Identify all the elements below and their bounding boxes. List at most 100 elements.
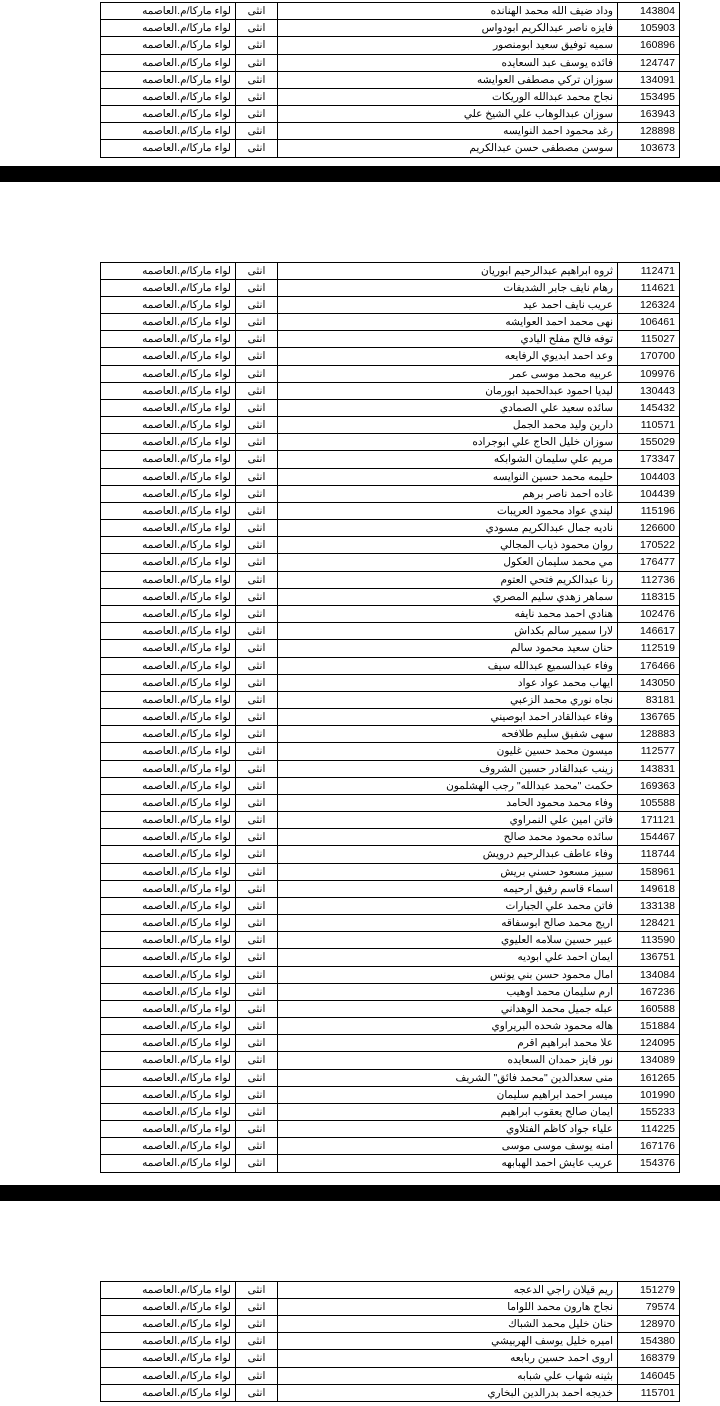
record-id: 158961 — [618, 863, 680, 880]
record-name: خديجه احمد بدرالدين البخاري — [278, 1384, 618, 1401]
record-id: 130443 — [618, 382, 680, 399]
record-location: لواء ماركا/م.العاصمه — [101, 794, 236, 811]
record-location: لواء ماركا/م.العاصمه — [101, 743, 236, 760]
record-id: 160588 — [618, 1000, 680, 1017]
record-gender: انثى — [236, 502, 278, 519]
table-row: 155029سوزان خليل الحاج علي ابوجرادهانثىل… — [101, 434, 680, 451]
table-row: 167176امنه يوسف موسى موسىانثىلواء ماركا/… — [101, 1138, 680, 1155]
record-id: 169363 — [618, 777, 680, 794]
record-name: اسماء قاسم رفيق ارحيمه — [278, 880, 618, 897]
table-row: 158961سبيز مسعود حسني بريشانثىلواء ماركا… — [101, 863, 680, 880]
record-name: وداد ضيف الله محمد الهنانده — [278, 3, 618, 20]
record-id: 161265 — [618, 1069, 680, 1086]
record-location: لواء ماركا/م.العاصمه — [101, 863, 236, 880]
record-id: 167236 — [618, 983, 680, 1000]
record-gender: انثى — [236, 760, 278, 777]
record-location: لواء ماركا/م.العاصمه — [101, 1086, 236, 1103]
record-location: لواء ماركا/م.العاصمه — [101, 537, 236, 554]
table-row: 126600ناديه جمال عبدالكريم مسوديانثىلواء… — [101, 520, 680, 537]
record-id: 134084 — [618, 966, 680, 983]
record-name: امنه يوسف موسى موسى — [278, 1138, 618, 1155]
page-separator — [0, 166, 720, 182]
record-name: رهام نايف جابر الشديفات — [278, 279, 618, 296]
record-gender: انثى — [236, 537, 278, 554]
record-location: لواء ماركا/م.العاصمه — [101, 605, 236, 622]
records-table-1: 143804وداد ضيف الله محمد الهناندهانثىلوا… — [100, 2, 680, 158]
record-gender: انثى — [236, 1316, 278, 1333]
table-row: 128970حنان خليل محمد الشباكانثىلواء مارك… — [101, 1316, 680, 1333]
table-row: 170700وعد احمد ابديوي الرفايعهانثىلواء م… — [101, 348, 680, 365]
record-name: نجاه نوري محمد الزعبي — [278, 691, 618, 708]
table-row: 154467سائده محمود محمد صالحانثىلواء مارك… — [101, 829, 680, 846]
record-location: لواء ماركا/م.العاصمه — [101, 949, 236, 966]
record-location: لواء ماركا/م.العاصمه — [101, 1018, 236, 1035]
record-id: 115027 — [618, 331, 680, 348]
record-name: سهى شفيق سليم طلافحه — [278, 726, 618, 743]
table-row: 112519حنان سعيد محمود سالمانثىلواء ماركا… — [101, 640, 680, 657]
table-row: 153495نجاح محمد عبدالله الوريكاتانثىلواء… — [101, 88, 680, 105]
record-gender: انثى — [236, 1298, 278, 1315]
record-id: 145432 — [618, 399, 680, 416]
record-id: 146045 — [618, 1367, 680, 1384]
table-row: 143831زينب عبدالقادر حسين الشروفانثىلواء… — [101, 760, 680, 777]
record-id: 128970 — [618, 1316, 680, 1333]
record-location: لواء ماركا/م.العاصمه — [101, 846, 236, 863]
record-name: روان محمود ذياب المجالي — [278, 537, 618, 554]
record-gender: انثى — [236, 3, 278, 20]
record-id: 146617 — [618, 623, 680, 640]
record-location: لواء ماركا/م.العاصمه — [101, 1281, 236, 1298]
record-gender: انثى — [236, 640, 278, 657]
record-id: 149618 — [618, 880, 680, 897]
table-row: 143050ايهاب محمد عواد عوادانثىلواء ماركا… — [101, 674, 680, 691]
record-id: 112519 — [618, 640, 680, 657]
record-location: لواء ماركا/م.العاصمه — [101, 1138, 236, 1155]
record-location: لواء ماركا/م.العاصمه — [101, 382, 236, 399]
record-gender: انثى — [236, 605, 278, 622]
table-row: 134091سوزان تركي مصطفى العوايشهانثىلواء … — [101, 71, 680, 88]
table-body-2: 112471ثروه ابراهيم عبدالرحيم ابوريانانثى… — [101, 262, 680, 1172]
record-location: لواء ماركا/م.العاصمه — [101, 657, 236, 674]
record-name: ليندي عواد محمود العريبات — [278, 502, 618, 519]
record-location: لواء ماركا/م.العاصمه — [101, 468, 236, 485]
record-name: عبله جميل محمد الوهداني — [278, 1000, 618, 1017]
record-location: لواء ماركا/م.العاصمه — [101, 123, 236, 140]
record-gender: انثى — [236, 1086, 278, 1103]
record-gender: انثى — [236, 348, 278, 365]
record-name: عربيه محمد موسى عمر — [278, 365, 618, 382]
record-location: لواء ماركا/م.العاصمه — [101, 1333, 236, 1350]
record-location: لواء ماركا/م.العاصمه — [101, 691, 236, 708]
record-gender: انثى — [236, 897, 278, 914]
record-gender: انثى — [236, 314, 278, 331]
table-row: 146045بثينه شهاب علي شبابهانثىلواء ماركا… — [101, 1367, 680, 1384]
record-location: لواء ماركا/م.العاصمه — [101, 331, 236, 348]
record-name: امال محمود حسن بني يونس — [278, 966, 618, 983]
record-id: 104439 — [618, 485, 680, 502]
record-gender: انثى — [236, 846, 278, 863]
record-gender: انثى — [236, 949, 278, 966]
table-row: 79574نجاح هارون محمد اللواماانثىلواء مار… — [101, 1298, 680, 1315]
record-location: لواء ماركا/م.العاصمه — [101, 760, 236, 777]
record-id: 134089 — [618, 1052, 680, 1069]
record-name: علا محمد ابراهيم اقرم — [278, 1035, 618, 1052]
record-id: 112736 — [618, 571, 680, 588]
table-row: 115196ليندي عواد محمود العريباتانثىلواء … — [101, 502, 680, 519]
record-id: 134091 — [618, 71, 680, 88]
table-row: 114225علياء جواد كاظم الفتلاويانثىلواء م… — [101, 1121, 680, 1138]
record-id: 143804 — [618, 3, 680, 20]
table-row: 104439غاده احمد ناصر برهمانثىلواء ماركا/… — [101, 485, 680, 502]
record-name: وعد احمد ابديوي الرفايعه — [278, 348, 618, 365]
record-gender: انثى — [236, 37, 278, 54]
record-id: 115196 — [618, 502, 680, 519]
table-row: 124095علا محمد ابراهيم اقرمانثىلواء مارك… — [101, 1035, 680, 1052]
record-location: لواء ماركا/م.العاصمه — [101, 520, 236, 537]
record-name: ميسون محمد حسين غليون — [278, 743, 618, 760]
table-row: 101990ميسر احمد ابراهيم سليمانانثىلواء م… — [101, 1086, 680, 1103]
record-location: لواء ماركا/م.العاصمه — [101, 502, 236, 519]
record-id: 114621 — [618, 279, 680, 296]
record-gender: انثى — [236, 691, 278, 708]
record-gender: انثى — [236, 106, 278, 123]
record-gender: انثى — [236, 812, 278, 829]
record-name: حنان سعيد محمود سالم — [278, 640, 618, 657]
table-row: 168379اروى احمد حسين ربابعهانثىلواء مارك… — [101, 1350, 680, 1367]
record-name: اروى احمد حسين ربابعه — [278, 1350, 618, 1367]
